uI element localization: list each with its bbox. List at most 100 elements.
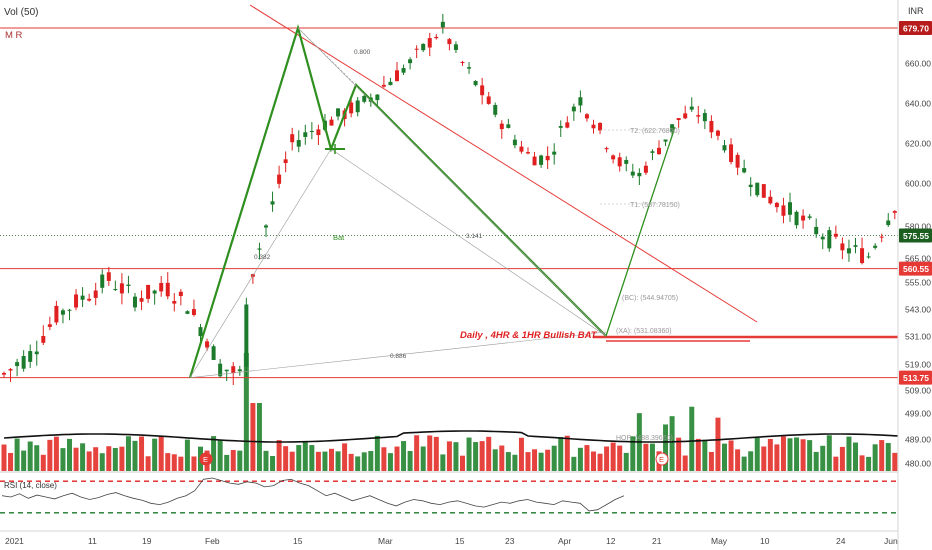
volume-bar <box>106 446 112 471</box>
volume-bar <box>813 451 819 471</box>
candle-body <box>34 351 39 355</box>
volume-bar <box>315 451 321 471</box>
ratio-label: Bat <box>333 233 345 242</box>
volume-bar <box>473 442 479 471</box>
bd-connector <box>330 148 607 337</box>
volume-bar <box>676 437 682 471</box>
candle-body <box>133 296 137 308</box>
candle-body <box>604 148 609 150</box>
ac-connector <box>297 27 357 86</box>
price-tick-label: 519.00 <box>905 360 931 370</box>
candle-body <box>191 309 196 315</box>
volume-bar <box>630 436 636 471</box>
price-tick-label: 499.00 <box>905 409 931 419</box>
volume-bar <box>532 449 538 471</box>
candle-body <box>637 172 642 177</box>
volume-bar <box>217 440 223 471</box>
price-tag-bg <box>899 21 932 35</box>
time-tick-label: 11 <box>88 536 97 546</box>
candle-body <box>54 305 59 323</box>
candle-body <box>729 144 734 162</box>
price-tag-bg <box>899 261 932 276</box>
xb-connector <box>189 148 332 378</box>
volume-bar <box>145 456 151 471</box>
volume-bar <box>453 442 459 471</box>
candle-body <box>715 130 720 136</box>
volume-bar <box>394 446 400 471</box>
candle-body <box>794 211 799 226</box>
volume-bar <box>807 440 813 471</box>
volume-bar <box>374 435 380 471</box>
candle-body <box>414 48 419 50</box>
candle-body <box>552 151 557 155</box>
volume-bar <box>8 452 14 471</box>
volume-bar <box>460 455 465 471</box>
price-tag-label: 575.55 <box>903 231 929 241</box>
candle-body <box>853 245 858 247</box>
volume-bar <box>820 445 826 471</box>
time-tick-label: Apr <box>558 536 571 546</box>
price-tick-label: 600.00 <box>905 179 931 189</box>
candle-body <box>388 81 393 86</box>
candle-body <box>218 363 223 377</box>
time-tick-label: Feb <box>205 536 220 546</box>
event-marker <box>199 452 213 466</box>
candle-body <box>886 220 891 226</box>
volume-bar <box>73 447 79 471</box>
candle-body <box>316 129 321 136</box>
candle-body <box>545 155 550 161</box>
candle-body <box>860 248 865 264</box>
volume-bar <box>859 455 865 471</box>
candle-body <box>264 225 268 228</box>
volume-bar <box>171 454 177 471</box>
event-marker <box>655 452 669 466</box>
candle-body <box>565 122 570 128</box>
volume-bar <box>433 436 439 471</box>
candle-body <box>689 106 694 110</box>
volume-bar <box>682 455 688 471</box>
candle-body <box>185 311 190 314</box>
candle-body <box>237 369 242 372</box>
vol-label: Vol (50) <box>4 7 38 18</box>
candle-body <box>460 61 465 63</box>
rsi-line <box>1 477 625 512</box>
candle-body <box>611 155 616 160</box>
candle-body <box>493 105 498 115</box>
pattern-callout: Daily , 4HR & 1HR Bullish BAT <box>460 330 598 341</box>
volume-bar <box>119 446 125 471</box>
volume-bar <box>165 453 171 471</box>
volume-bar <box>139 436 145 471</box>
candle-body <box>650 151 655 153</box>
volume-bar <box>505 452 511 471</box>
volume-bar <box>604 446 610 471</box>
volume-bar <box>302 442 308 471</box>
candle-body <box>702 113 707 122</box>
volume-bar <box>499 445 505 471</box>
candle-body <box>670 124 675 132</box>
candle-body <box>362 95 367 102</box>
candle-body <box>47 324 52 327</box>
candle-body <box>788 202 792 215</box>
time-tick-label: 19 <box>142 536 152 546</box>
candle-body <box>244 304 249 367</box>
time-tick-label: 15 <box>455 536 465 546</box>
volume-bar <box>617 445 623 471</box>
candle-body <box>440 21 445 28</box>
candle-body <box>630 171 635 176</box>
candle-body <box>624 159 629 164</box>
volume-bar <box>623 452 629 471</box>
horizontal-levels <box>0 4 898 379</box>
volume-bar <box>558 437 564 471</box>
candle-body <box>178 291 183 297</box>
volume-bar <box>525 452 531 471</box>
candle-body <box>106 272 111 281</box>
candle-body <box>571 106 576 112</box>
volume-bar <box>263 450 269 471</box>
candle-body <box>663 139 668 142</box>
annotations: 0.800 0.382 0.886 3.141 Bat T2: (622.76850) T1… <box>199 49 680 466</box>
candle-body <box>421 43 426 51</box>
volume-bar <box>132 440 138 471</box>
candle-body <box>434 36 439 39</box>
volume-bar <box>276 440 282 471</box>
